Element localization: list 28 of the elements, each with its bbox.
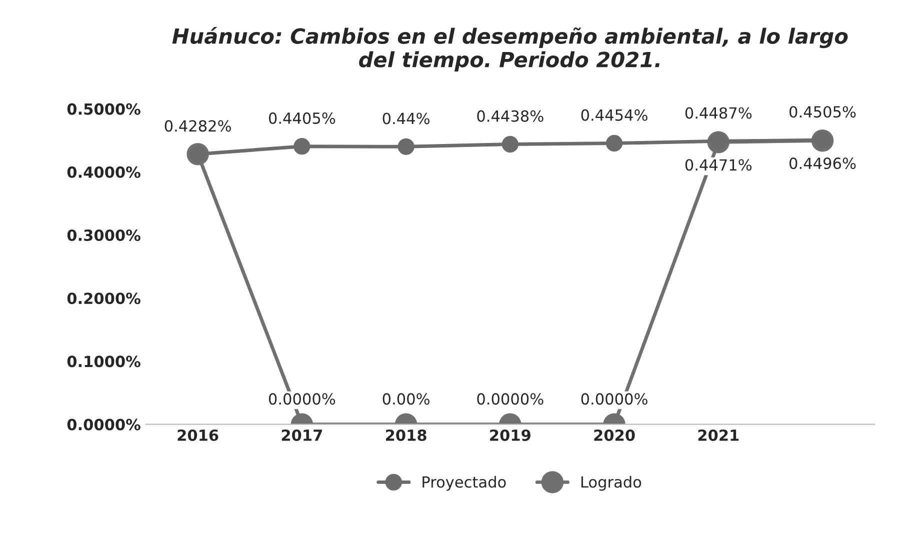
data-label: 0.4454% (581, 109, 648, 121)
data-label: 0.4496% (790, 158, 856, 170)
data-label: 0.0000% (268, 393, 336, 405)
data-label: 0.44% (382, 112, 430, 124)
data-label: 0.4505% (790, 106, 856, 118)
y-tick-label: 0.1000% (67, 356, 140, 368)
chart-title: Huánuco: Cambios en el desempeño ambiental, a lo largo del tiempo. Periodo 2021. (172, 26, 848, 72)
data-label: 0.0000% (581, 393, 648, 405)
y-tick-label: 0.2000% (67, 292, 140, 304)
x-tick-label: 2016 (178, 429, 218, 442)
x-tick-label: 2019 (490, 429, 530, 442)
data-label: 0.4471% (685, 159, 752, 171)
x-tick-label: 2020 (594, 429, 635, 442)
data-label: 0.4405% (268, 112, 336, 124)
data-label: 0.4487% (685, 107, 752, 119)
data-label: 0.4438% (477, 110, 544, 122)
x-tick-label: 2021 (698, 429, 739, 442)
x-tick-label: 2018 (386, 429, 426, 442)
y-tick-label: 0.3000% (67, 229, 140, 242)
legend-label: Proyectado (422, 476, 506, 491)
y-tick-label: 0.5000% (67, 103, 140, 115)
legend-label: Logrado (581, 476, 642, 491)
data-label: 0.0000% (477, 393, 544, 405)
data-label: 0.00% (382, 393, 430, 405)
y-tick-label: 0.4000% (67, 166, 140, 178)
data-label: 0.4282% (164, 120, 231, 132)
y-tick-label: 0.0000% (67, 418, 140, 430)
x-tick-label: 2017 (282, 429, 322, 442)
